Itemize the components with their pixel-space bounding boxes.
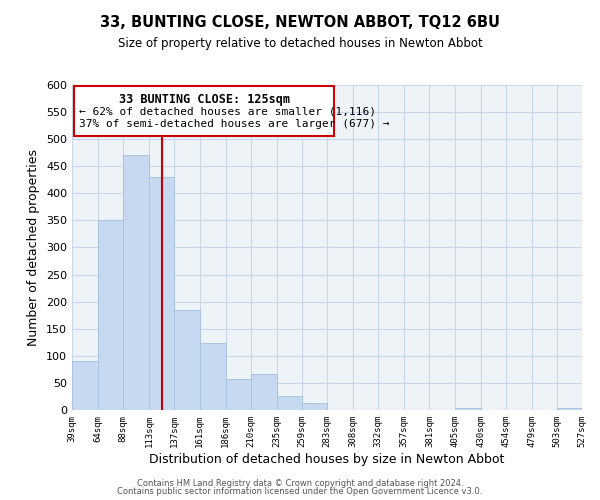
Bar (251, 374, 277, 410)
X-axis label: Distribution of detached houses by size in Newton Abbot: Distribution of detached houses by size … (149, 452, 505, 466)
Bar (302, 403, 327, 410)
Bar (149, 177, 175, 410)
Bar (72, 361, 98, 410)
Text: Size of property relative to detached houses in Newton Abbot: Size of property relative to detached ho… (118, 38, 482, 51)
Bar (123, 156, 149, 410)
Y-axis label: Number of detached properties: Number of detached properties (28, 149, 40, 346)
Bar (98, 220, 123, 410)
Bar (557, 408, 582, 410)
Text: 33 BUNTING CLOSE: 125sqm: 33 BUNTING CLOSE: 125sqm (119, 92, 290, 106)
Text: Contains public sector information licensed under the Open Government Licence v3: Contains public sector information licen… (118, 487, 482, 496)
Text: 33, BUNTING CLOSE, NEWTON ABBOT, TQ12 6BU: 33, BUNTING CLOSE, NEWTON ABBOT, TQ12 6B… (100, 15, 500, 30)
Bar (277, 396, 302, 410)
Bar (226, 379, 251, 410)
Bar (74, 86, 334, 136)
Bar (175, 310, 199, 410)
Bar (455, 408, 481, 410)
Text: ← 62% of detached houses are smaller (1,116): ← 62% of detached houses are smaller (1,… (79, 106, 376, 117)
Bar (199, 344, 226, 410)
Text: Contains HM Land Registry data © Crown copyright and database right 2024.: Contains HM Land Registry data © Crown c… (137, 478, 463, 488)
Text: 37% of semi-detached houses are larger (677) →: 37% of semi-detached houses are larger (… (79, 118, 390, 128)
